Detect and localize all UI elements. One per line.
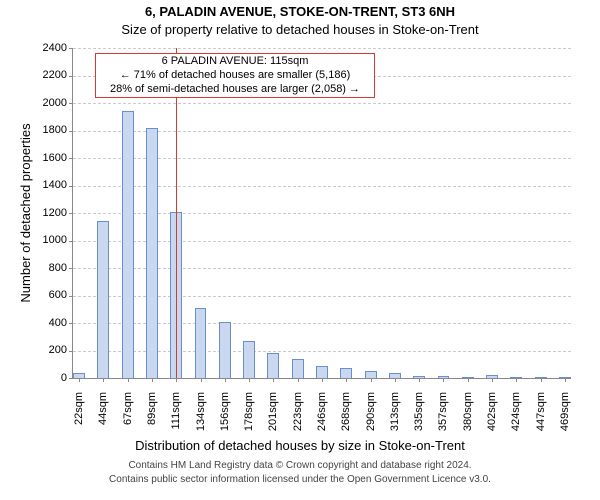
ytick-label: 1200 xyxy=(5,207,67,219)
xtick-label: 178sqm xyxy=(243,392,255,442)
ytick-label: 2000 xyxy=(5,97,67,109)
ytick-mark xyxy=(69,378,73,379)
histogram-bar xyxy=(340,368,352,378)
xtick-label: 313sqm xyxy=(389,392,401,442)
xtick-mark xyxy=(541,378,542,382)
xtick-label: 134sqm xyxy=(195,392,207,442)
histogram-bar xyxy=(292,359,304,378)
ytick-mark xyxy=(69,186,73,187)
histogram-bar xyxy=(195,308,207,378)
ytick-mark xyxy=(69,351,73,352)
ytick-label: 0 xyxy=(5,372,67,384)
xtick-mark xyxy=(273,378,274,382)
histogram-bar xyxy=(365,371,377,378)
xtick-mark xyxy=(443,378,444,382)
xtick-mark xyxy=(103,378,104,382)
ytick-label: 2400 xyxy=(5,42,67,54)
histogram-bar xyxy=(122,111,134,378)
ytick-label: 600 xyxy=(5,289,67,301)
xtick-label: 89sqm xyxy=(146,392,158,442)
annotation-line: 6 PALADIN AVENUE: 115sqm xyxy=(98,55,372,69)
xtick-label: 380sqm xyxy=(462,392,474,442)
xtick-label: 156sqm xyxy=(219,392,231,442)
histogram-bar xyxy=(316,366,328,378)
xtick-mark xyxy=(346,378,347,382)
ytick-label: 1600 xyxy=(5,152,67,164)
histogram-bar xyxy=(97,221,109,378)
chart-subtitle: Size of property relative to detached ho… xyxy=(0,22,600,37)
xtick-label: 447sqm xyxy=(535,392,547,442)
ytick-label: 1000 xyxy=(5,234,67,246)
histogram-bar xyxy=(243,341,255,378)
xtick-label: 223sqm xyxy=(292,392,304,442)
chart-title: 6, PALADIN AVENUE, STOKE-ON-TRENT, ST3 6… xyxy=(0,4,600,19)
xtick-label: 67sqm xyxy=(122,392,134,442)
x-axis-label: Distribution of detached houses by size … xyxy=(0,438,600,453)
ytick-mark xyxy=(69,296,73,297)
xtick-label: 246sqm xyxy=(316,392,328,442)
ytick-label: 1800 xyxy=(5,124,67,136)
histogram-bar xyxy=(219,322,231,378)
annotation-line: ← 71% of detached houses are smaller (5,… xyxy=(98,69,372,83)
ytick-label: 1400 xyxy=(5,179,67,191)
ytick-mark xyxy=(69,131,73,132)
annotation-line: 28% of semi-detached houses are larger (… xyxy=(98,83,372,97)
ytick-mark xyxy=(69,76,73,77)
ytick-label: 2200 xyxy=(5,69,67,81)
xtick-mark xyxy=(395,378,396,382)
ytick-mark xyxy=(69,48,73,49)
ytick-mark xyxy=(69,323,73,324)
annotation-box: 6 PALADIN AVENUE: 115sqm← 71% of detache… xyxy=(95,53,375,98)
xtick-mark xyxy=(225,378,226,382)
xtick-mark xyxy=(516,378,517,382)
ytick-mark xyxy=(69,158,73,159)
xtick-label: 402sqm xyxy=(486,392,498,442)
xtick-mark xyxy=(371,378,372,382)
chart-container: 6, PALADIN AVENUE, STOKE-ON-TRENT, ST3 6… xyxy=(0,0,600,500)
ytick-mark xyxy=(69,241,73,242)
xtick-label: 424sqm xyxy=(510,392,522,442)
xtick-label: 290sqm xyxy=(365,392,377,442)
xtick-label: 335sqm xyxy=(413,392,425,442)
footer-line1: Contains HM Land Registry data © Crown c… xyxy=(0,460,600,471)
xtick-mark xyxy=(322,378,323,382)
footer-line2: Contains public sector information licen… xyxy=(0,474,600,485)
histogram-bar xyxy=(267,353,279,378)
xtick-mark xyxy=(201,378,202,382)
xtick-label: 111sqm xyxy=(170,392,182,442)
ytick-label: 200 xyxy=(5,344,67,356)
xtick-mark xyxy=(419,378,420,382)
ytick-label: 800 xyxy=(5,262,67,274)
ytick-mark xyxy=(69,213,73,214)
xtick-label: 357sqm xyxy=(437,392,449,442)
xtick-mark xyxy=(152,378,153,382)
xtick-mark xyxy=(128,378,129,382)
gridline xyxy=(73,103,571,104)
xtick-mark xyxy=(176,378,177,382)
histogram-bar xyxy=(146,128,158,378)
xtick-mark xyxy=(492,378,493,382)
xtick-label: 201sqm xyxy=(267,392,279,442)
ytick-mark xyxy=(69,103,73,104)
ytick-label: 400 xyxy=(5,317,67,329)
gridline xyxy=(73,48,571,49)
xtick-mark xyxy=(249,378,250,382)
xtick-label: 469sqm xyxy=(559,392,571,442)
xtick-label: 268sqm xyxy=(340,392,352,442)
xtick-label: 44sqm xyxy=(97,392,109,442)
xtick-mark xyxy=(298,378,299,382)
xtick-label: 22sqm xyxy=(73,392,85,442)
xtick-mark xyxy=(79,378,80,382)
xtick-mark xyxy=(468,378,469,382)
xtick-mark xyxy=(565,378,566,382)
ytick-mark xyxy=(69,268,73,269)
